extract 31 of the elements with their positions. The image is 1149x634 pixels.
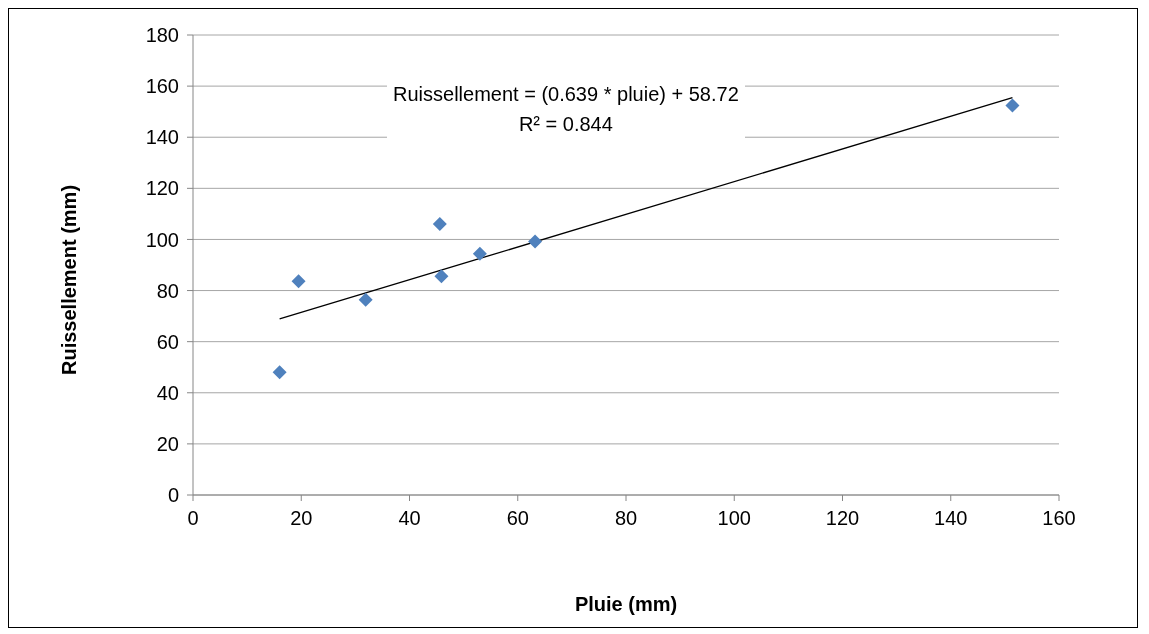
y-tick-label: 40 [156,381,179,404]
x-tick-label: 120 [825,507,860,530]
point [528,234,543,249]
y-tick-label: 60 [156,330,179,353]
y-axis-title: Ruissellement (mm) [58,184,81,375]
x-axis-title: Pluie (mm) [574,593,678,615]
x-tick-label: 100 [717,507,751,530]
annotation: Ruissellement = (0.639 * pluie) + 58.72 [393,82,739,107]
y-tick-label: 20 [156,432,179,455]
x-tick-label: 60 [506,507,529,530]
y-tick-label: 0 [167,484,179,507]
point [1005,98,1020,113]
point [358,292,373,307]
point [434,269,449,284]
y-tick-label: 140 [145,126,179,149]
x-tick-label: 40 [398,507,421,530]
x-tick-label: 160 [1042,507,1076,530]
x-tick-label: 0 [187,507,199,530]
x-tick-label: 140 [934,507,968,530]
point [432,217,447,232]
point [272,365,287,380]
point [472,246,487,261]
x-tick-label: 20 [290,507,313,530]
y-tick-label: 180 [145,24,179,47]
x-tick-label: 80 [614,507,638,530]
annotation: R² = 0.844 [517,112,614,137]
y-tick-label: 160 [145,75,179,98]
point [291,274,306,289]
y-tick-label: 120 [145,177,179,200]
y-tick-label: 100 [145,228,179,251]
y-tick-label: 80 [156,279,179,302]
